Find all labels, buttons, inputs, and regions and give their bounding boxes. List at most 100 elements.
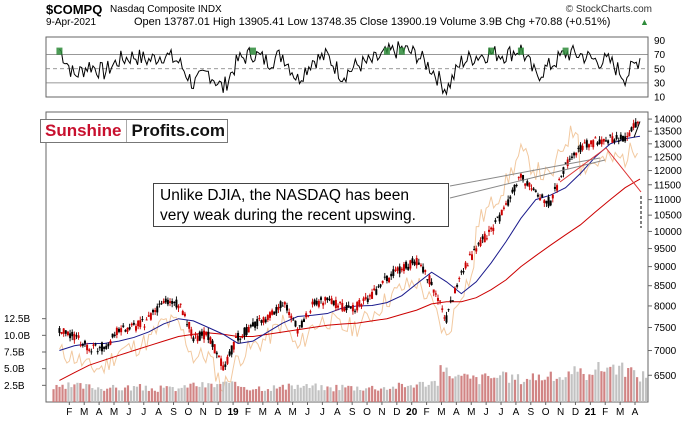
volume-bar xyxy=(216,384,219,402)
candle-body xyxy=(222,365,225,371)
candle-body xyxy=(424,270,427,272)
volume-bar xyxy=(168,386,171,402)
candle-body xyxy=(341,303,344,311)
candle-body xyxy=(120,328,123,333)
volume-bar xyxy=(138,384,142,402)
volume-bar xyxy=(326,386,329,402)
candle-body xyxy=(460,271,463,273)
candle-body xyxy=(217,355,220,358)
candle-body xyxy=(115,327,118,336)
price-frame xyxy=(45,111,649,403)
x-tick-label: J xyxy=(126,407,131,418)
volume-bar xyxy=(627,368,630,402)
volume-bar xyxy=(79,383,82,402)
candle-body xyxy=(534,190,537,192)
volume-bar xyxy=(403,387,407,402)
candle-body xyxy=(254,321,257,328)
volume-bar xyxy=(546,376,549,402)
volume-bar xyxy=(600,371,603,402)
volume-bar xyxy=(82,388,85,402)
volume-bar xyxy=(198,386,201,402)
volume-bar xyxy=(269,390,273,402)
volume-bar xyxy=(162,387,165,402)
candle-body xyxy=(262,317,265,323)
candle-body xyxy=(519,173,522,178)
candle-body xyxy=(324,297,327,301)
candle-body xyxy=(226,356,229,364)
rsi-overbought-fill xyxy=(562,47,569,55)
volume-panel: 12.5B 10.0B 7.5B 5.0B 2.5B xyxy=(4,314,648,402)
volume-bar xyxy=(466,374,469,402)
volume-bar xyxy=(412,387,415,402)
candle-body xyxy=(271,310,274,315)
rsi-overbought-fill xyxy=(249,47,256,55)
volume-bar xyxy=(391,386,395,402)
x-tick-label: M xyxy=(616,407,624,418)
candle-body xyxy=(162,301,165,304)
volume-bar xyxy=(642,371,645,402)
volume-bar xyxy=(502,371,505,402)
price-tick-label: 12000 xyxy=(654,166,682,177)
x-tick-label: M xyxy=(259,407,267,418)
x-tick-label: J xyxy=(320,407,325,418)
candle-body xyxy=(617,140,620,142)
candle-body xyxy=(268,312,271,318)
volume-bar xyxy=(260,390,264,402)
volume-bar xyxy=(525,378,529,402)
volume-bar xyxy=(528,379,531,402)
volume-bar xyxy=(388,388,392,402)
candle-body xyxy=(356,302,359,311)
candle-body xyxy=(60,332,63,334)
candle-body xyxy=(58,328,61,333)
candle-body xyxy=(590,140,593,145)
x-tick-label: O xyxy=(542,407,550,418)
candle-body xyxy=(152,309,155,313)
x-tick-label: A xyxy=(334,407,341,418)
volume-bar xyxy=(70,387,73,402)
volume-bar xyxy=(141,390,144,402)
candle-body xyxy=(283,302,286,305)
volume-bar xyxy=(302,385,305,402)
volume-bar xyxy=(519,384,523,402)
volume-bar xyxy=(314,383,317,402)
candle-body xyxy=(441,308,444,310)
candle-body xyxy=(296,328,299,334)
candle-body xyxy=(186,324,189,326)
x-tick-label: D xyxy=(393,407,400,418)
candle-body xyxy=(396,267,399,271)
candle-body xyxy=(86,345,89,351)
volume-bar xyxy=(382,387,386,402)
rsi-overbought-fill xyxy=(488,47,495,55)
price-tick-label: 14000 xyxy=(654,115,682,126)
candle-body xyxy=(111,333,114,338)
candle-body xyxy=(285,304,288,311)
volume-bar xyxy=(347,385,350,402)
candle-body xyxy=(543,200,546,204)
volume-bar xyxy=(251,389,255,402)
x-tick-label: S xyxy=(527,407,534,418)
candle-body xyxy=(237,332,240,341)
candle-body xyxy=(194,334,197,336)
candle-body xyxy=(198,331,201,341)
candle-body xyxy=(581,145,584,150)
candle-body xyxy=(243,327,246,337)
volume-bar xyxy=(189,383,192,402)
candle-body xyxy=(364,296,367,300)
candle-body xyxy=(183,313,186,317)
candle-body xyxy=(587,144,590,148)
candle-body xyxy=(379,284,382,287)
candle-body xyxy=(434,293,437,295)
candle-body xyxy=(260,320,263,323)
candle-body xyxy=(358,300,361,306)
volume-bar xyxy=(442,371,445,402)
candle-body xyxy=(79,344,82,346)
candle-body xyxy=(385,275,388,281)
volume-bar xyxy=(201,382,204,402)
candle-body xyxy=(619,134,622,140)
candle-body xyxy=(232,342,235,350)
x-tick-label: M xyxy=(467,407,475,418)
candle-body xyxy=(343,308,346,312)
candle-body xyxy=(94,344,97,346)
volume-bar xyxy=(231,381,234,402)
callout-pointer-line xyxy=(449,159,606,199)
